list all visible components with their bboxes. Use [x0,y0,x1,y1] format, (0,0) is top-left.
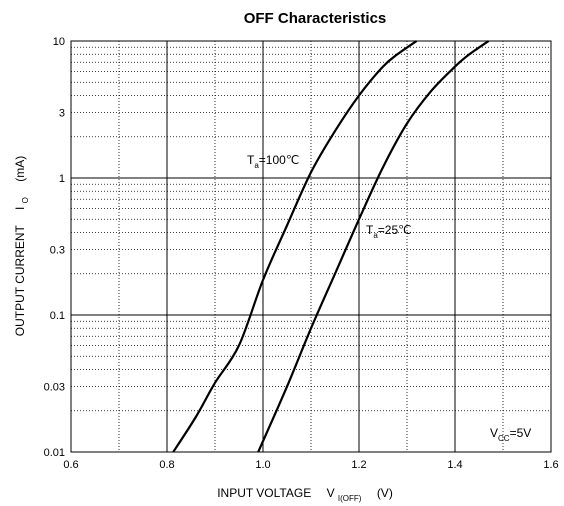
minor-grid [71,41,551,452]
vcc-annotation: VCC=5V [490,426,531,443]
x-axis-label-main: INPUT VOLTAGE [217,486,311,500]
y-axis-ticks: 0.01 0.03 0.1 0.3 1 3 10 [44,36,65,459]
y-axis-label-main: OUTPUT CURRENT [13,224,27,336]
x-axis-ticks: 0.6 0.8 1.0 1.2 1.4 1.6 [63,459,558,471]
x-tick-label: 0.6 [63,459,78,471]
y-tick-label: 1 [59,173,65,185]
chart-title: OFF Characteristics [244,10,387,27]
x-tick-label: 1.0 [255,459,270,471]
y-tick-label: 0.1 [50,310,65,322]
x-axis-label-unit: (V) [377,486,393,500]
y-axis-label-unit: (mA) [13,156,27,182]
x-axis-label-symbol: V [327,486,335,500]
x-tick-label: 1.4 [447,459,462,471]
y-tick-label: 0.01 [44,447,65,459]
y-tick-label: 10 [53,36,65,48]
plot-area-border [70,40,552,453]
series-label-100c: Ta=100℃ [247,153,299,170]
y-tick-label: 3 [59,108,65,120]
x-axis-label-subscript: I(OFF) [338,494,362,503]
curve-ta-100c [172,40,418,453]
curves [172,40,490,453]
curve-ta-25c [257,40,490,453]
y-axis-label: OUTPUT CURRENT I O (mA) [13,156,31,337]
y-axis-label-subscript: O [21,197,30,203]
x-tick-label: 0.8 [159,459,174,471]
series-label-25c: Ta=25℃ [366,223,412,240]
y-axis-label-symbol: I [13,207,27,210]
x-axis-label: INPUT VOLTAGE V I(OFF) (V) [217,486,393,504]
x-tick-label: 1.2 [351,459,366,471]
y-tick-label: 0.03 [44,382,65,394]
y-tick-label: 0.3 [50,245,65,257]
major-grid [71,41,551,452]
x-tick-label: 1.6 [543,459,558,471]
